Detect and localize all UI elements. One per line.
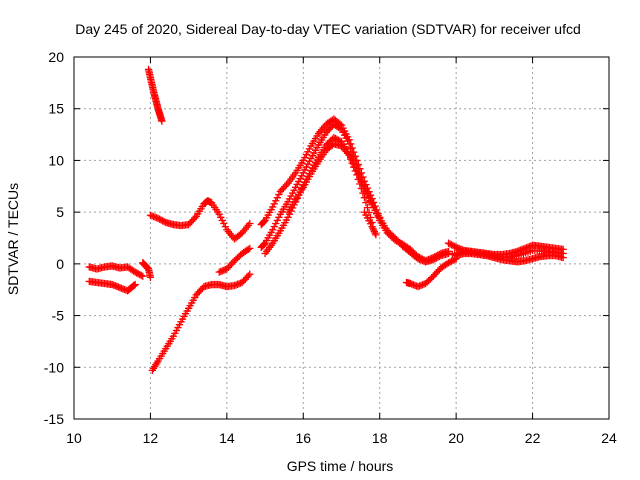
tick-labels: 10 12 14 16 18 20 22 24 -15 -10 -5 0 5 10 15 20 [44,49,617,446]
data-point [139,272,147,280]
data-point [360,194,369,202]
y-axis-label: SDTVAR / TECUs [5,183,21,295]
chart-title: Day 245 of 2020, Sidereal Day-to-day VTE… [75,21,581,37]
x-axis-label: GPS time / hours [287,458,394,474]
data-point [246,219,254,228]
data-point [559,249,567,258]
data-point [362,198,370,207]
series-track-c [139,259,155,281]
data-point [356,180,364,188]
data-point [372,231,380,239]
series-track-b [85,277,139,295]
y-tick-label: -15 [44,411,64,427]
x-tick-label: 12 [143,430,159,446]
x-tick-label: 10 [66,430,82,446]
x-tick-label: 22 [525,430,541,446]
series-track-f [148,270,254,375]
data-point [350,163,358,171]
data-point [348,159,356,167]
data-point [345,140,353,148]
data-point [246,270,254,278]
y-tick-label: -5 [52,308,65,324]
series-track-k [284,140,376,227]
series-track-l [360,208,380,239]
x-tick-label: 18 [372,430,388,446]
x-tick-label: 24 [601,430,617,446]
data-point [359,189,367,197]
y-tick-label: -10 [44,359,64,375]
y-tick-label: 5 [56,204,64,220]
x-tick-label: 20 [448,430,464,446]
series-track-d [144,65,166,125]
x-tick-label: 16 [295,430,311,446]
data-point [347,144,355,152]
data-point [158,117,166,125]
data-point [354,175,362,184]
series-track-p [448,246,567,262]
data-point [345,151,353,159]
x-tick-label: 14 [219,430,235,446]
data-point [444,249,453,258]
y-tick-label: 0 [56,256,64,272]
series-track-e [146,197,254,243]
plot-frame [73,56,610,420]
data-marks [85,65,567,375]
data-point [353,171,361,179]
data-point [363,203,372,212]
data-point [357,184,366,193]
data-point [146,273,155,281]
series-track-a [85,262,147,280]
y-tick-label: 10 [48,152,64,168]
data-point [350,152,358,160]
data-point [246,244,254,252]
data-point [347,155,355,163]
data-point [131,280,139,289]
y-tick-label: 20 [48,49,64,65]
y-tick-label: 15 [48,101,64,117]
series-track-g [215,244,254,276]
data-point [351,167,359,175]
